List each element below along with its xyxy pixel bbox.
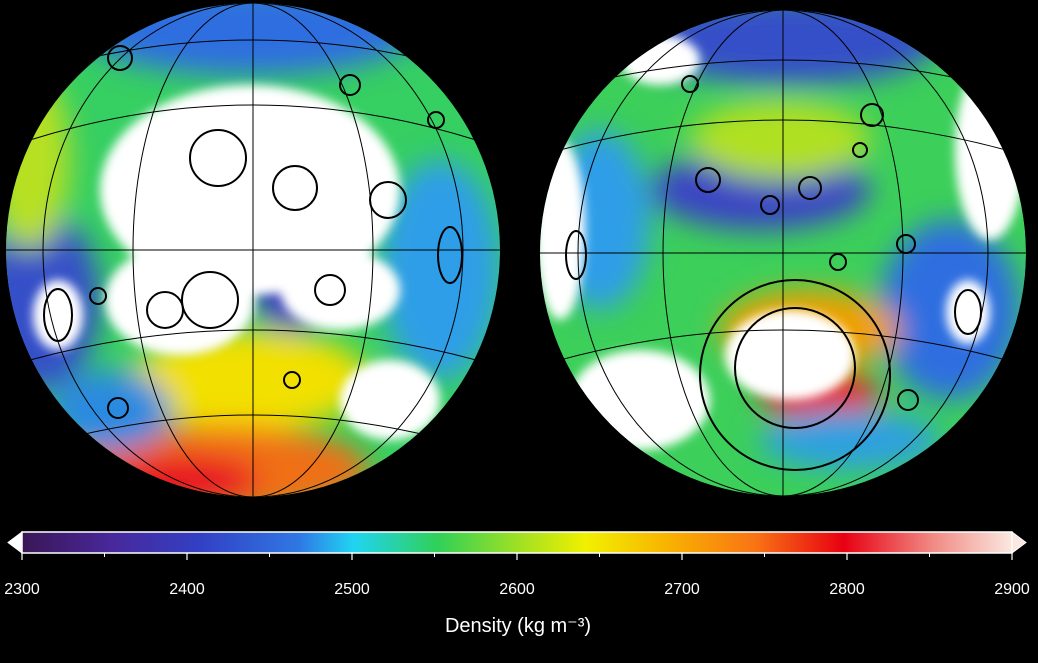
tick-label: 2700 xyxy=(664,581,700,598)
tick-label: 2500 xyxy=(334,581,370,598)
colorbar-gradient xyxy=(21,531,1013,554)
colorbar-min-arrow xyxy=(7,531,23,554)
tick-label: 2900 xyxy=(994,581,1030,598)
colorbar-max-arrow xyxy=(1011,531,1027,554)
tick-label: 2400 xyxy=(169,581,205,598)
tick-label: 2600 xyxy=(499,581,535,598)
nearside-map xyxy=(6,3,500,497)
colorbar: Density (kg m⁻³) xyxy=(7,531,1027,637)
tick-label: 2300 xyxy=(4,581,40,598)
tick-label: 2800 xyxy=(829,581,865,598)
farside-map xyxy=(540,10,1026,496)
colorbar-label: Density (kg m⁻³) xyxy=(445,615,591,637)
